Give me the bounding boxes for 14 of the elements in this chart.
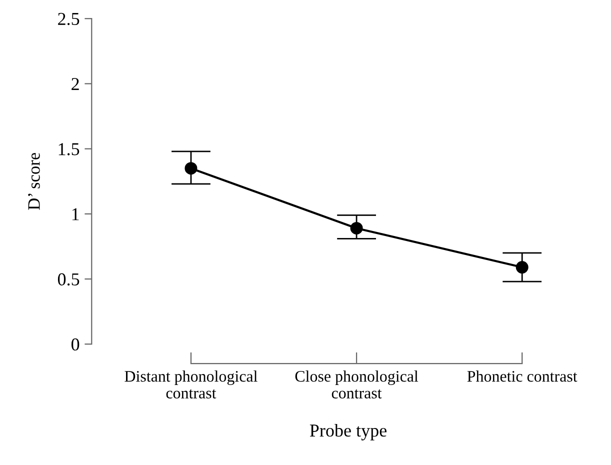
x-tick-label: Close phonological contrast (295, 370, 418, 398)
y-axis-title: D’ score (28, 152, 40, 210)
y-tick-label: 2.5 (58, 12, 80, 26)
y-tick-label: 1.5 (58, 143, 80, 156)
y-tick-label: 0 (72, 338, 80, 351)
x-axis-title: Probe type (310, 424, 387, 440)
point (184, 162, 198, 175)
x-tick-label: Distant phonological contrast (124, 370, 258, 398)
y-tick-label: 2 (72, 78, 79, 90)
point (516, 261, 528, 274)
point (350, 222, 363, 234)
x-tick-label: Phonetic contrast (467, 370, 578, 382)
y-tick-label: 0.5 (58, 273, 80, 286)
y-tick-label: 1 (72, 208, 79, 220)
